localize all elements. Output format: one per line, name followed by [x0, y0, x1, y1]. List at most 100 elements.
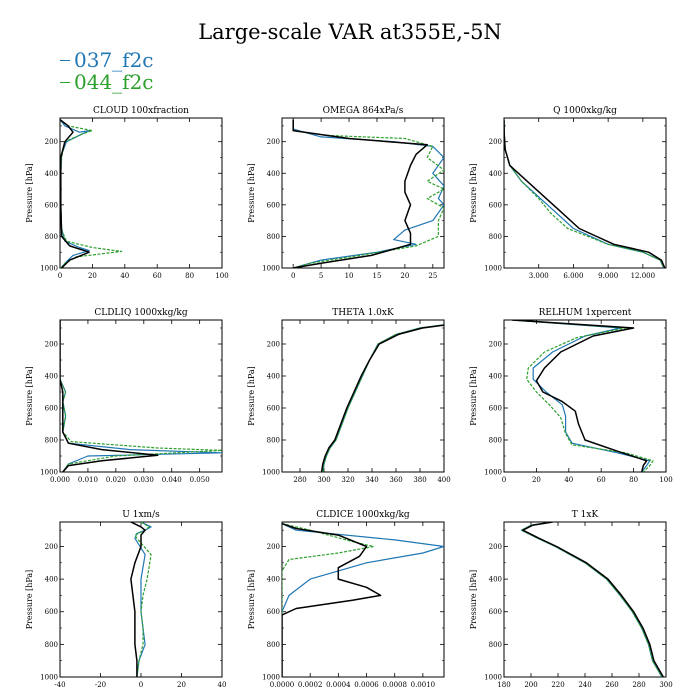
y-tick-label: 400: [45, 373, 58, 381]
series-line-044-f2c: [322, 324, 444, 472]
series-line-044-f2c: [520, 522, 663, 677]
plot-frame: [503, 319, 667, 473]
x-tick-label: 320: [341, 476, 354, 484]
x-tick-label: 40: [218, 681, 227, 689]
y-tick-label: 400: [45, 576, 58, 584]
y-axis-label: Pressure [hPa]: [247, 570, 256, 630]
y-tick-label: 200: [489, 543, 502, 551]
y-tick-label: 800: [45, 437, 58, 445]
y-axis-label: Pressure [hPa]: [469, 366, 478, 426]
y-tick-label: 200: [267, 138, 280, 146]
y-tick-label: 200: [489, 341, 502, 349]
y-tick-label: 600: [489, 201, 502, 209]
plot-frame: [503, 117, 667, 269]
y-tick-label: 800: [489, 233, 502, 241]
x-tick-label: 300: [317, 476, 330, 484]
x-tick-label: -40: [54, 681, 65, 689]
x-tick-label: 0.0006: [354, 681, 379, 689]
panel-title: U 1xm/s: [122, 510, 160, 520]
y-axis-label: Pressure [hPa]: [469, 163, 478, 223]
plot-frame: [503, 521, 667, 678]
legend-label-037-f2c: 037_f2c: [74, 48, 154, 72]
x-tick-label: 0.0000: [270, 681, 295, 689]
y-tick-label: 600: [267, 201, 280, 209]
x-tick-label: 25: [428, 272, 437, 280]
series-line-044-f2c: [292, 119, 444, 268]
y-tick-label: 600: [45, 608, 58, 616]
y-tick-label: 800: [45, 233, 58, 241]
x-tick-label: 0.050: [190, 476, 210, 484]
legend-label-044-f2c: 044_f2c: [74, 70, 154, 94]
x-tick-label: 280: [293, 476, 306, 484]
series-line-reference: [504, 119, 666, 268]
x-tick-label: 200: [524, 681, 537, 689]
x-tick-label: 40: [120, 272, 129, 280]
series-line-037-f2c: [504, 119, 665, 268]
chart-panel-7: U 1xm/s Pressure [hPa] 200 400 600 800 1000-40…: [25, 510, 226, 689]
y-tick-label: 200: [45, 543, 58, 551]
x-tick-label: 300: [659, 681, 672, 689]
y-tick-label: 400: [267, 576, 280, 584]
x-tick-label: 40: [564, 476, 573, 484]
y-tick-label: 600: [489, 608, 502, 616]
x-tick-label: 80: [185, 272, 194, 280]
x-tick-label: 20: [177, 681, 186, 689]
x-tick-label: 6.000: [563, 272, 583, 280]
legend-line-037-f2c: [60, 60, 70, 61]
x-tick-label: 0: [58, 272, 62, 280]
y-tick-label: 600: [489, 405, 502, 413]
x-tick-label: 0.0002: [298, 681, 323, 689]
series-line-reference: [282, 522, 382, 677]
y-tick-label: 800: [45, 641, 58, 649]
y-tick-label: 1000: [40, 265, 58, 273]
x-tick-label: 0.0004: [326, 681, 351, 689]
x-tick-label: 220: [551, 681, 564, 689]
series-line-044-f2c: [60, 320, 222, 472]
y-tick-label: 200: [45, 341, 58, 349]
series-line-reference: [512, 320, 648, 472]
x-tick-label: 400: [437, 476, 450, 484]
y-tick-label: 1000: [484, 469, 502, 477]
x-tick-label: 240: [578, 681, 591, 689]
series-line-reference: [130, 522, 146, 677]
panel-title: CLDLIQ 1000xkg/kg: [94, 308, 188, 318]
panel-title: OMEGA 864xPa/s: [323, 106, 404, 116]
x-tick-label: 0.0010: [411, 681, 436, 689]
x-tick-label: 10: [345, 272, 354, 280]
series-line-044-f2c: [134, 522, 152, 677]
y-axis-label: Pressure [hPa]: [247, 366, 256, 426]
series-line-037-f2c: [282, 523, 444, 677]
x-tick-label: 0.030: [134, 476, 154, 484]
plot-frame: [281, 117, 445, 269]
y-tick-label: 800: [489, 437, 502, 445]
plot-frame: [281, 319, 445, 473]
y-tick-label: 400: [45, 170, 58, 178]
chart-panel-8: CLDICE 1000xkg/kg Pressure [hPa] 200 400 600…: [247, 510, 445, 689]
legend-line-044-f2c: [60, 82, 70, 83]
x-tick-label: 0.000: [50, 476, 70, 484]
y-tick-label: 400: [489, 170, 502, 178]
y-tick-label: 600: [267, 608, 280, 616]
y-tick-label: 800: [267, 233, 280, 241]
y-tick-label: 1000: [262, 469, 280, 477]
y-tick-label: 1000: [40, 674, 58, 682]
y-axis-label: Pressure [hPa]: [25, 570, 34, 630]
y-tick-label: 200: [267, 341, 280, 349]
x-tick-label: 15: [373, 272, 382, 280]
y-axis-label: Pressure [hPa]: [25, 366, 34, 426]
x-tick-label: 280: [632, 681, 645, 689]
y-tick-label: 1000: [262, 265, 280, 273]
series-line-037-f2c: [292, 119, 444, 268]
y-tick-label: 600: [267, 405, 280, 413]
plot-frame: [59, 319, 223, 473]
y-tick-label: 800: [489, 641, 502, 649]
series-line-reference: [292, 119, 428, 268]
x-tick-label: 180: [497, 681, 510, 689]
plot-frame: [59, 117, 223, 269]
y-tick-label: 1000: [484, 265, 502, 273]
y-tick-label: 1000: [484, 674, 502, 682]
x-tick-label: 5: [319, 272, 323, 280]
